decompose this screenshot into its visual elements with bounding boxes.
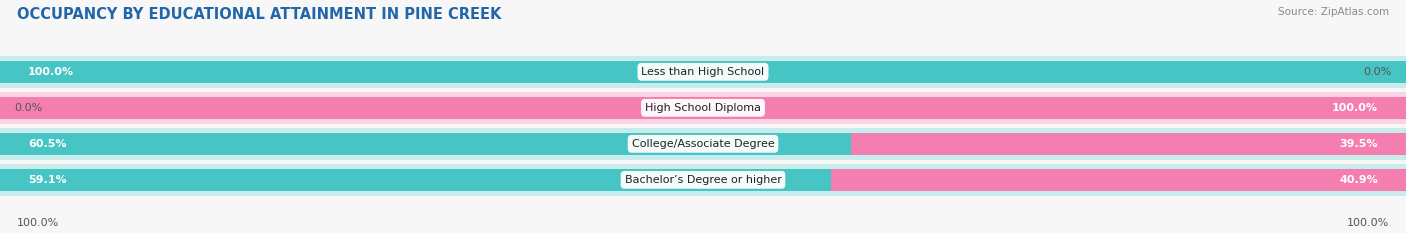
Text: Less than High School: Less than High School bbox=[641, 67, 765, 77]
Bar bbox=[831, 169, 1406, 191]
Text: College/Associate Degree: College/Associate Degree bbox=[631, 139, 775, 149]
Text: 100.0%: 100.0% bbox=[28, 67, 75, 77]
Bar bbox=[0, 133, 851, 155]
Text: Bachelor’s Degree or higher: Bachelor’s Degree or higher bbox=[624, 175, 782, 185]
Bar bbox=[0, 92, 1406, 124]
Text: High School Diploma: High School Diploma bbox=[645, 103, 761, 113]
Bar bbox=[0, 61, 1406, 83]
Text: 0.0%: 0.0% bbox=[14, 103, 42, 113]
Text: 39.5%: 39.5% bbox=[1340, 139, 1378, 149]
Bar bbox=[851, 133, 1406, 155]
Text: 60.5%: 60.5% bbox=[28, 139, 66, 149]
Bar bbox=[0, 97, 1406, 119]
Text: 40.9%: 40.9% bbox=[1339, 175, 1378, 185]
Text: 0.0%: 0.0% bbox=[1364, 67, 1392, 77]
Text: 100.0%: 100.0% bbox=[1347, 218, 1389, 228]
Text: Source: ZipAtlas.com: Source: ZipAtlas.com bbox=[1278, 7, 1389, 17]
Bar bbox=[0, 128, 1406, 160]
Text: 100.0%: 100.0% bbox=[1331, 103, 1378, 113]
Text: 59.1%: 59.1% bbox=[28, 175, 66, 185]
Bar bbox=[0, 164, 1406, 196]
Bar bbox=[0, 56, 1406, 88]
Text: 100.0%: 100.0% bbox=[17, 218, 59, 228]
Bar bbox=[0, 169, 831, 191]
Text: OCCUPANCY BY EDUCATIONAL ATTAINMENT IN PINE CREEK: OCCUPANCY BY EDUCATIONAL ATTAINMENT IN P… bbox=[17, 7, 502, 22]
